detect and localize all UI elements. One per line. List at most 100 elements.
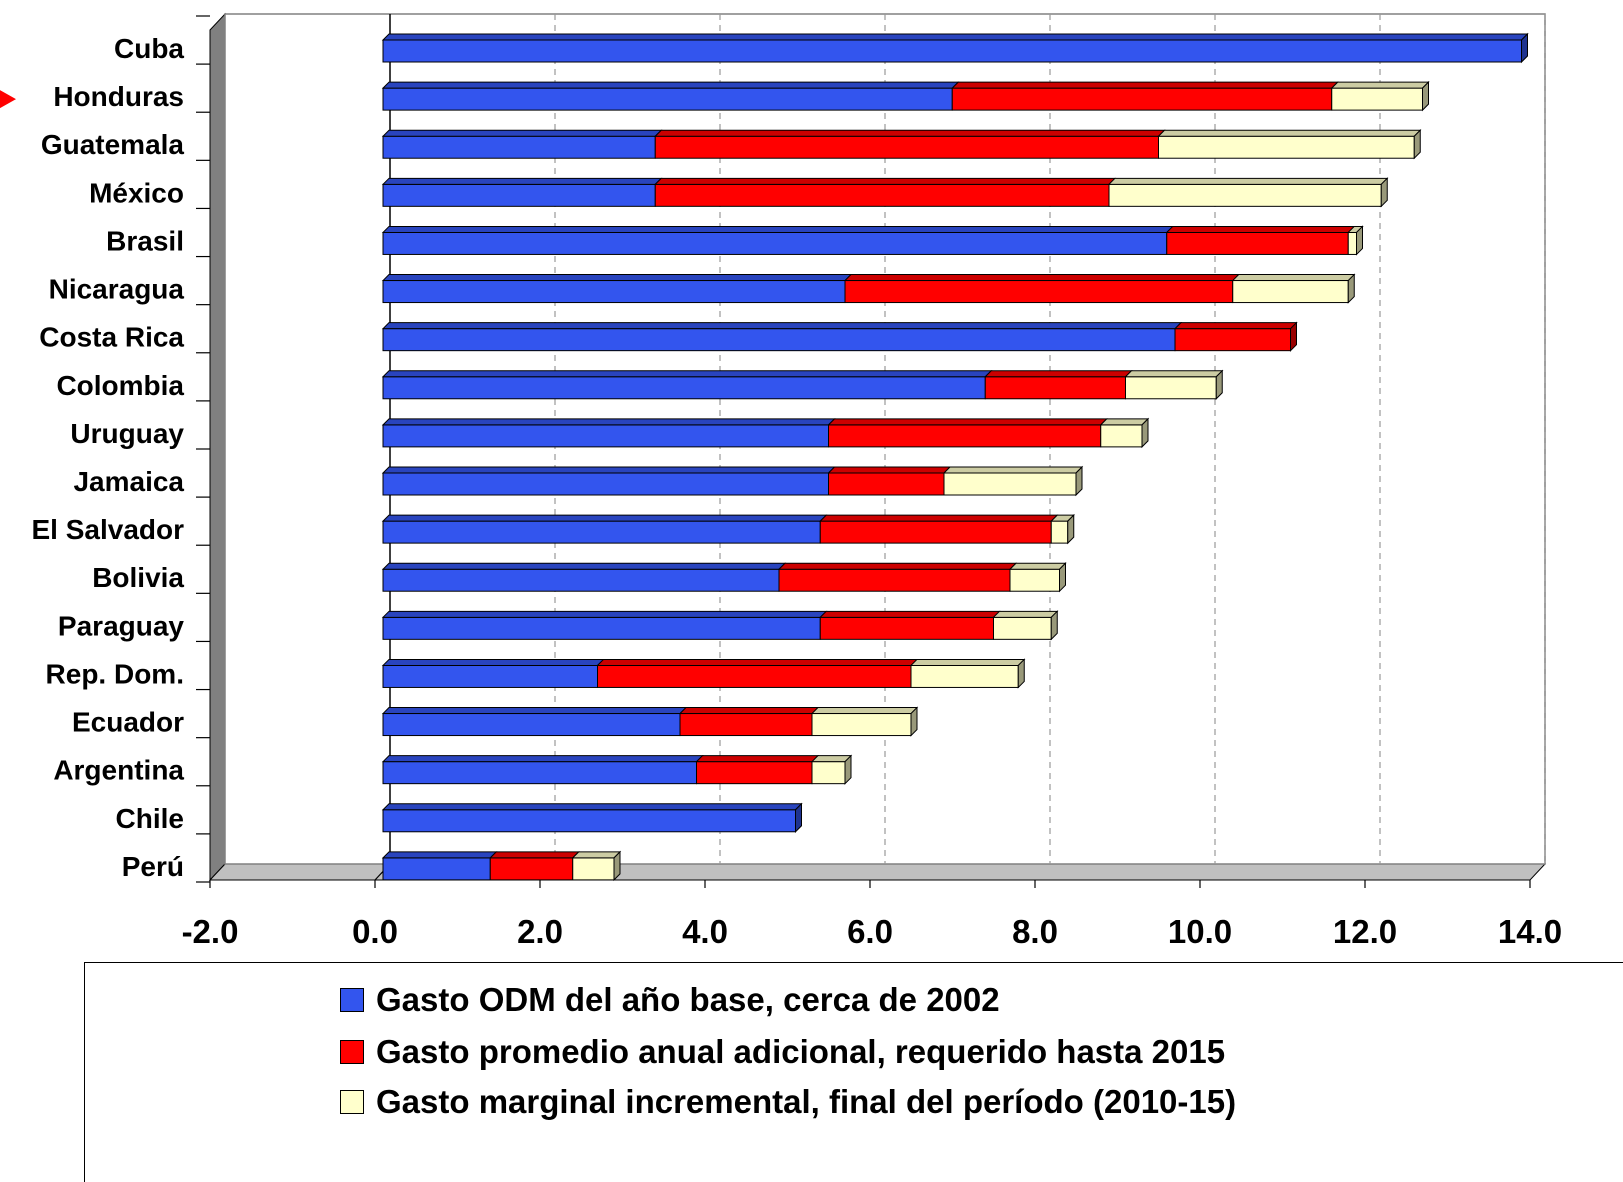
category-label: Bolivia: [92, 562, 184, 593]
category-label: Perú: [122, 851, 184, 882]
bar-top: [381, 129, 663, 137]
bar-top: [381, 851, 498, 859]
bar-top: [381, 658, 605, 666]
legend-item-marginal: Gasto marginal incremental, final del pe…: [340, 1083, 1236, 1121]
bar-top: [381, 707, 688, 715]
bar-end: [1017, 658, 1025, 689]
bar-end: [1141, 417, 1149, 449]
bar-top: [777, 562, 1018, 570]
bar-argentina-series-0: [382, 761, 697, 785]
bar-honduras-series-1: [951, 87, 1333, 111]
x-tick-label: -2.0: [182, 913, 239, 950]
bar-end: [1413, 129, 1421, 160]
legend-swatch-additional: [340, 1040, 364, 1064]
bar-brasil-series-0: [382, 231, 1168, 255]
bar-argentina-series-2: [811, 761, 846, 785]
legend-label-base: Gasto ODM del año base, cerca de 2002: [376, 981, 1000, 1018]
bar-top: [381, 466, 836, 474]
bar-costa-rica-series-1: [1174, 328, 1291, 352]
bar-top: [810, 707, 919, 715]
bar-bolivia-series-0: [382, 568, 780, 592]
category-label: Argentina: [53, 755, 184, 786]
category-label: Jamaica: [73, 466, 184, 497]
bar-top: [827, 466, 952, 474]
bar-end: [1067, 513, 1075, 545]
legend-item-base: Gasto ODM del año base, cerca de 2002: [340, 981, 1000, 1019]
bar-ecuador-series-0: [382, 713, 681, 737]
chart: Cuba Honduras Guatemala México Brasil Nicarag…: [0, 12, 1562, 950]
bar-per--series-2: [572, 857, 615, 881]
bar-end: [1059, 562, 1066, 593]
bar-end: [1422, 80, 1429, 112]
bar-top: [381, 81, 960, 89]
bar-colombia-series-2: [1125, 376, 1217, 400]
bar-top: [1165, 225, 1356, 233]
legend-label-marginal: Gasto marginal incremental, final del pe…: [376, 1083, 1237, 1120]
bar-top: [951, 81, 1339, 89]
bar-uruguay-series-1: [828, 424, 1102, 448]
bar-guatemala-series-2: [1158, 135, 1415, 159]
bar-top: [843, 274, 1240, 282]
category-label: Uruguay: [70, 418, 184, 449]
bar-top: [1124, 370, 1224, 378]
bar-argentina-series-1: [696, 761, 813, 785]
x-tick-label: 12.0: [1333, 913, 1397, 950]
bar-m-xico-series-1: [654, 183, 1110, 207]
bar-ecuador-series-1: [679, 713, 813, 737]
x-tick-label: 0.0: [352, 913, 398, 950]
bar-top: [381, 322, 1183, 330]
bar-top: [1330, 81, 1430, 89]
bar-costa-rica-series-0: [382, 328, 1176, 352]
x-tick-label: 6.0: [847, 913, 893, 950]
bar-nicaragua-series-2: [1232, 280, 1349, 304]
category-label: Chile: [116, 803, 184, 834]
bar-rep-dom--series-2: [910, 664, 1019, 688]
x-tick-label: 4.0: [682, 913, 728, 950]
bar-top: [819, 514, 1059, 522]
legend-swatch-marginal: [340, 1090, 364, 1114]
bar-jamaica-series-0: [382, 472, 829, 496]
bar-top: [654, 129, 1166, 137]
legend-label-additional: Gasto promedio anual adicional, requerid…: [376, 1033, 1226, 1070]
bar-top: [381, 225, 1174, 233]
bar-jamaica-series-1: [828, 472, 945, 496]
bar-top: [571, 851, 622, 859]
bar-end: [1050, 610, 1058, 641]
bar-top: [942, 466, 1084, 474]
bar-end: [1356, 225, 1363, 256]
bar-end: [1347, 273, 1355, 304]
bar-top: [1173, 322, 1298, 330]
bar-top: [489, 851, 580, 859]
highlight-arrow: [0, 90, 16, 109]
bar-top: [909, 658, 1026, 666]
bar-end: [910, 706, 918, 737]
bar-top: [381, 610, 828, 618]
bar-top: [1099, 418, 1150, 426]
category-label: El Salvador: [31, 514, 184, 545]
bar-top: [992, 610, 1059, 618]
bar-bolivia-series-1: [778, 568, 1011, 592]
bar-paraguay-series-2: [993, 616, 1052, 640]
bar-top: [596, 658, 919, 666]
bar-top: [1107, 177, 1389, 185]
bar-m-xico-series-0: [382, 183, 656, 207]
bar-top: [381, 33, 1529, 41]
bar-chile-series-0: [382, 809, 796, 833]
bar-top: [1157, 129, 1422, 137]
legend: Gasto ODM del año base, cerca de 2002 Ga…: [84, 962, 1623, 1182]
bar-brasil-series-1: [1166, 231, 1349, 255]
x-tick-label: 14.0: [1498, 913, 1562, 950]
bar-top: [381, 177, 663, 185]
bar-top: [1231, 274, 1356, 282]
bar-end: [1215, 369, 1223, 400]
bar-honduras-series-0: [382, 87, 953, 111]
bar-top: [381, 562, 787, 570]
bar-per--series-0: [382, 857, 491, 881]
category-label: Colombia: [56, 370, 184, 401]
category-label: Ecuador: [72, 707, 184, 738]
legend-swatch-base: [340, 988, 364, 1012]
bar-end: [1290, 321, 1297, 352]
bar-top: [381, 755, 704, 763]
bar-end: [1075, 465, 1083, 497]
bar-guatemala-series-1: [654, 135, 1159, 159]
